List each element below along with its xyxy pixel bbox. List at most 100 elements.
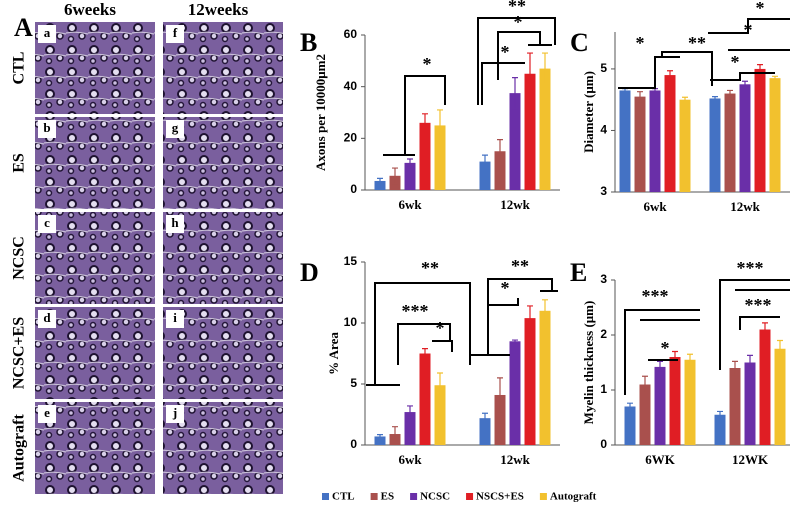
x-tick-label: 6WK <box>645 452 676 467</box>
significance-bracket <box>404 75 446 155</box>
panel-label: D <box>300 258 319 287</box>
significance-label: *** <box>737 258 764 278</box>
significance-bracket <box>710 72 775 81</box>
error-bar <box>512 339 518 344</box>
significance-bracket <box>487 278 553 355</box>
sublabel-box <box>166 215 184 233</box>
significance-label: *** <box>642 286 669 306</box>
sublabel-box <box>38 405 56 423</box>
error-bar <box>407 405 413 419</box>
error-bar <box>762 322 768 337</box>
error-bar <box>657 360 663 373</box>
sublabel-box <box>166 25 184 43</box>
significance-bracket <box>397 323 451 365</box>
y-axis-label: Diameter (μm) <box>581 71 596 153</box>
panel-label: E <box>570 258 587 287</box>
significance-bracket <box>374 282 471 385</box>
y-axis-label: % Area <box>326 332 341 375</box>
bar <box>679 99 691 192</box>
y-tick-label: 5 <box>600 61 607 75</box>
error-bar <box>642 375 648 394</box>
significance-bracket <box>488 298 519 306</box>
sublabel-box <box>38 215 56 233</box>
bar <box>754 68 766 192</box>
significance-label: *** <box>745 295 772 315</box>
x-tick-label: 12wk <box>500 197 530 212</box>
bar <box>769 78 781 192</box>
y-tick-label: 0 <box>350 182 357 196</box>
bar <box>539 68 551 190</box>
legend-swatch <box>370 493 378 500</box>
panel-label: B <box>300 28 317 57</box>
bar <box>634 96 646 192</box>
sublabel: j <box>172 405 177 420</box>
bar <box>624 406 636 445</box>
bar <box>729 368 741 445</box>
significance-label: ** <box>508 0 526 16</box>
legend-label: CTL <box>332 491 355 503</box>
error-bar <box>747 354 753 371</box>
bar <box>714 414 726 445</box>
sublabel: e <box>44 405 50 420</box>
error-bar <box>482 154 488 169</box>
significance-label: ** <box>421 258 439 278</box>
sublabel: f <box>173 25 178 40</box>
bar <box>709 98 721 192</box>
sublabel: c <box>44 215 50 230</box>
y-tick-label: 5 <box>350 376 357 390</box>
error-bar <box>497 139 503 164</box>
sublabel: b <box>43 120 50 135</box>
error-bar <box>542 52 548 85</box>
x-tick-label: 6wk <box>398 452 422 467</box>
bar <box>524 73 536 190</box>
bar <box>649 90 661 192</box>
significance-bracket <box>708 18 790 34</box>
y-tick-label: 3 <box>600 184 607 198</box>
y-tick-label: 10 <box>344 315 358 329</box>
bar <box>404 412 416 445</box>
error-bar <box>717 410 723 419</box>
significance-bracket <box>624 309 700 395</box>
legend-swatch <box>410 493 418 500</box>
row-label: CTL <box>11 52 28 85</box>
bar <box>684 359 696 445</box>
error-bar <box>732 360 738 376</box>
error-bar <box>777 339 783 358</box>
significance-label: * <box>423 54 432 74</box>
legend-swatch <box>322 493 329 500</box>
significance-label: * <box>744 20 753 40</box>
error-bar <box>497 377 503 413</box>
significance-label: * <box>501 42 510 62</box>
bar <box>654 366 666 445</box>
sublabel: h <box>171 215 179 230</box>
y-axis-label: Axons per 10000μm2 <box>313 54 328 171</box>
legend-label: Autograft <box>550 491 597 503</box>
bar <box>739 84 751 192</box>
error-bar <box>377 177 383 185</box>
significance-label: * <box>514 12 523 32</box>
sublabel: d <box>43 310 51 325</box>
legend-label: NCSC <box>420 491 450 503</box>
significance-bracket <box>719 279 790 370</box>
significance-bracket <box>618 56 680 89</box>
error-bar <box>542 299 548 323</box>
row-label: Autograft <box>11 414 28 482</box>
error-bar <box>392 426 398 442</box>
y-tick-label: 3 <box>600 272 607 286</box>
x-tick-label: 12wk <box>730 199 760 214</box>
bar <box>479 418 491 445</box>
error-bar <box>712 96 718 101</box>
y-tick-label: 0 <box>350 437 357 451</box>
error-bar <box>742 80 748 88</box>
panel-label: C <box>570 28 589 57</box>
error-bar <box>437 109 443 142</box>
row-label: ES <box>11 153 28 173</box>
legend-swatch <box>539 493 547 500</box>
y-tick-label: 4 <box>600 123 607 137</box>
